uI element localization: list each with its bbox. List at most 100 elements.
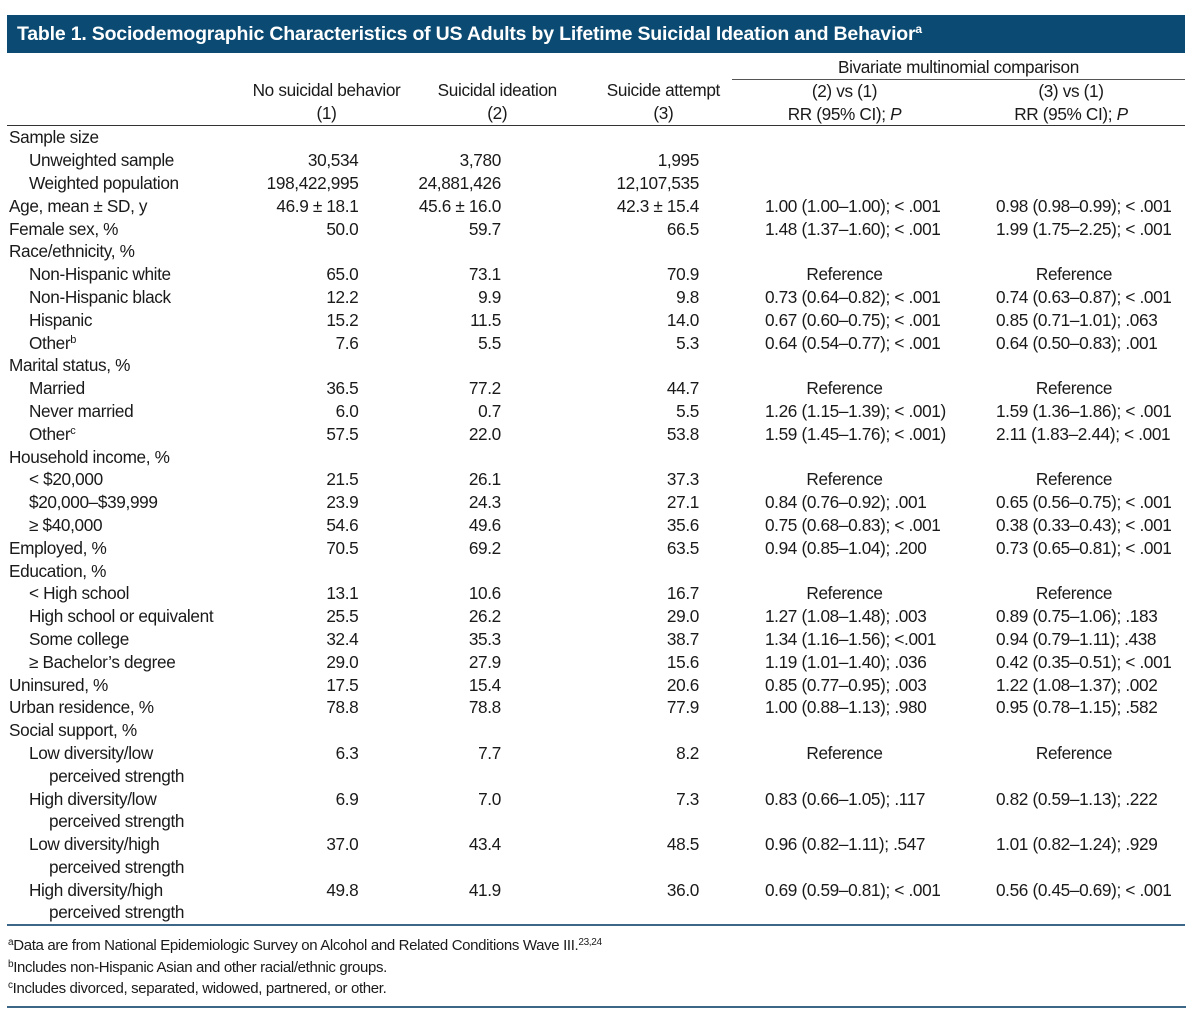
rr-value: 0.83 (0.66–1.05); .117	[764, 788, 926, 809]
row-sublabel: ≥ $40,000	[7, 514, 238, 537]
row-label-text: High diversity/high	[29, 879, 163, 900]
cell-g1: 70.5	[238, 537, 415, 560]
table-row: Low diversity/low perceived strength 6.3 7.…	[7, 742, 1185, 788]
rr-value: 0.95 (0.78–1.15); .582	[995, 697, 1158, 718]
cell-comparison-c1: 1.34 (1.16–1.56); <.001	[732, 628, 957, 651]
cell-value: 41.9	[468, 879, 501, 900]
cell-comparison-c2: 0.65 (0.56–0.75); < .001	[957, 491, 1185, 514]
cell-value: 50.0	[326, 218, 359, 239]
cell-g1: 50.0	[238, 218, 415, 241]
cell-comparison-c1: 0.69 (0.59–0.81); < .001	[731, 878, 957, 927]
cell-value: 45.6 ± 16.0	[418, 195, 501, 216]
table-row: Female sex, % 50.0 59.7 66.5 1.48 (1.37–1.60…	[7, 218, 1185, 241]
cell-g1: 17.5	[238, 674, 415, 697]
cell-g3: 70.9	[591, 263, 732, 286]
table-row: Some college 32.4 35.3 38.7 1.34 (1.16–1.56)…	[7, 628, 1185, 651]
spanner-label: Bivariate multinomial comparison	[837, 57, 1079, 77]
row-sublabel: High diversity/high perceived strength	[7, 878, 238, 927]
cell-value: 5.5	[478, 332, 501, 353]
cell-value: 48.5	[666, 834, 699, 855]
cell-g1: 78.8	[238, 696, 415, 719]
row-label: Employed, %	[7, 537, 238, 560]
cell-value: 30,534	[307, 150, 359, 171]
table-row: ≥ $40,000 54.6 49.6 35.6 0.75 (0.68–0.83); <…	[7, 514, 1185, 537]
table-row: Sample size	[7, 126, 1185, 149]
row-label: Uninsured, %	[7, 674, 238, 697]
rr-value	[732, 173, 765, 193]
cell-g3	[591, 354, 732, 377]
cell-g3: 63.5	[591, 537, 732, 560]
row-sublabel: Unweighted sample	[7, 149, 238, 172]
cell-comparison-c1: 0.96 (0.82–1.11); .547	[732, 833, 957, 879]
footnote-text: Includes divorced, separated, widowed, p…	[12, 980, 387, 997]
rr-value	[957, 720, 996, 740]
cell-g2: 35.3	[414, 628, 591, 651]
table-row: Education, %	[7, 560, 1185, 583]
cell-comparison-c2: 1.22 (1.08–1.37); .002	[957, 674, 1185, 697]
cell-value: 53.8	[666, 423, 699, 444]
row-label-text: Weighted population	[29, 172, 179, 193]
rr-value	[732, 561, 765, 581]
row-label-text: Age, mean ± SD, y	[9, 195, 148, 216]
cell-value: 12,107,535	[616, 172, 699, 193]
row-sublabel: Otherc	[7, 423, 238, 446]
cell-value: 54.6	[326, 514, 359, 535]
rr-value: 1.22 (1.08–1.37); .002	[995, 674, 1158, 695]
cell-g2: 7.7	[414, 742, 591, 788]
cell-comparison-c1: Reference	[732, 377, 957, 400]
row-label-text: Non-Hispanic black	[29, 286, 171, 307]
cell-g3	[591, 240, 732, 263]
footnote: bIncludes non-Hispanic Asian and other r…	[8, 957, 1186, 979]
column-header-p-italic: P	[890, 103, 902, 124]
row-sublabel: Weighted population	[7, 172, 238, 195]
row-label-text: Education, %	[9, 560, 107, 581]
rr-value	[957, 241, 996, 261]
column-header-line2-text: RR (95% CI);	[1014, 103, 1117, 124]
cell-comparison-c2: Reference	[957, 263, 1185, 286]
cell-comparison-c1: 1.59 (1.45–1.76); < .001)	[732, 423, 957, 446]
row-label-continuation: perceived strength	[49, 856, 185, 877]
cell-g3: 15.6	[591, 651, 732, 674]
row-label: Sample size	[7, 126, 238, 149]
cell-value: 70.9	[666, 264, 699, 285]
rr-value	[957, 127, 996, 147]
column-header-suicide-attempt: Suicide attempt (3)	[590, 79, 732, 127]
cell-comparison-c1: 0.67 (0.60–0.75); < .001	[732, 309, 957, 332]
cell-comparison-c2: 0.95 (0.78–1.15); .582	[957, 696, 1185, 719]
cell-value: 36.0	[666, 879, 699, 900]
row-sublabel: $20,000–$39,999	[7, 491, 238, 514]
reference-label: Reference	[806, 742, 883, 763]
cell-value: 27.9	[468, 651, 501, 672]
table-row: Uninsured, % 17.5 15.4 20.6 0.85 (0.77–0.95)…	[7, 674, 1185, 697]
cell-g2: 9.9	[414, 286, 591, 309]
cell-value: 32.4	[326, 628, 359, 649]
rr-value	[732, 355, 765, 375]
spanner-header-row: Bivariate multinomial comparison	[7, 56, 1185, 80]
row-label-continuation: perceived strength	[49, 902, 185, 923]
cell-g3: 14.0	[591, 309, 732, 332]
footnote-marker: a	[8, 937, 14, 948]
cell-value: 26.2	[468, 606, 501, 627]
cell-g2	[414, 560, 591, 583]
cell-comparison-c1: 1.26 (1.15–1.39); < .001)	[732, 400, 957, 423]
rr-value	[732, 150, 765, 170]
cell-value: 77.2	[468, 378, 501, 399]
cell-g2: 11.5	[414, 309, 591, 332]
row-label-text: Marital status, %	[9, 355, 131, 376]
row-footnote-marker: b	[70, 333, 77, 346]
cell-g3: 5.5	[591, 400, 732, 423]
rr-value	[732, 447, 765, 467]
rr-value: 0.42 (0.35–0.51); < .001	[995, 651, 1172, 672]
cell-g3: 66.5	[591, 218, 732, 241]
cell-value: 24.3	[468, 492, 501, 513]
rr-value: 0.65 (0.56–0.75); < .001	[995, 492, 1172, 513]
footnote: aData are from National Epidemiologic Su…	[8, 935, 1186, 957]
cell-value: 37.3	[666, 469, 699, 490]
row-label-text: Hispanic	[29, 309, 93, 330]
footnote-marker: b	[8, 958, 14, 970]
cell-value: 37.0	[326, 834, 359, 855]
cell-comparison-c2: 0.94 (0.79–1.11); .438	[957, 628, 1185, 651]
cell-g1: 23.9	[238, 491, 415, 514]
cell-value: 1,995	[657, 150, 700, 171]
rr-value: 0.96 (0.82–1.11); .547	[764, 834, 926, 855]
